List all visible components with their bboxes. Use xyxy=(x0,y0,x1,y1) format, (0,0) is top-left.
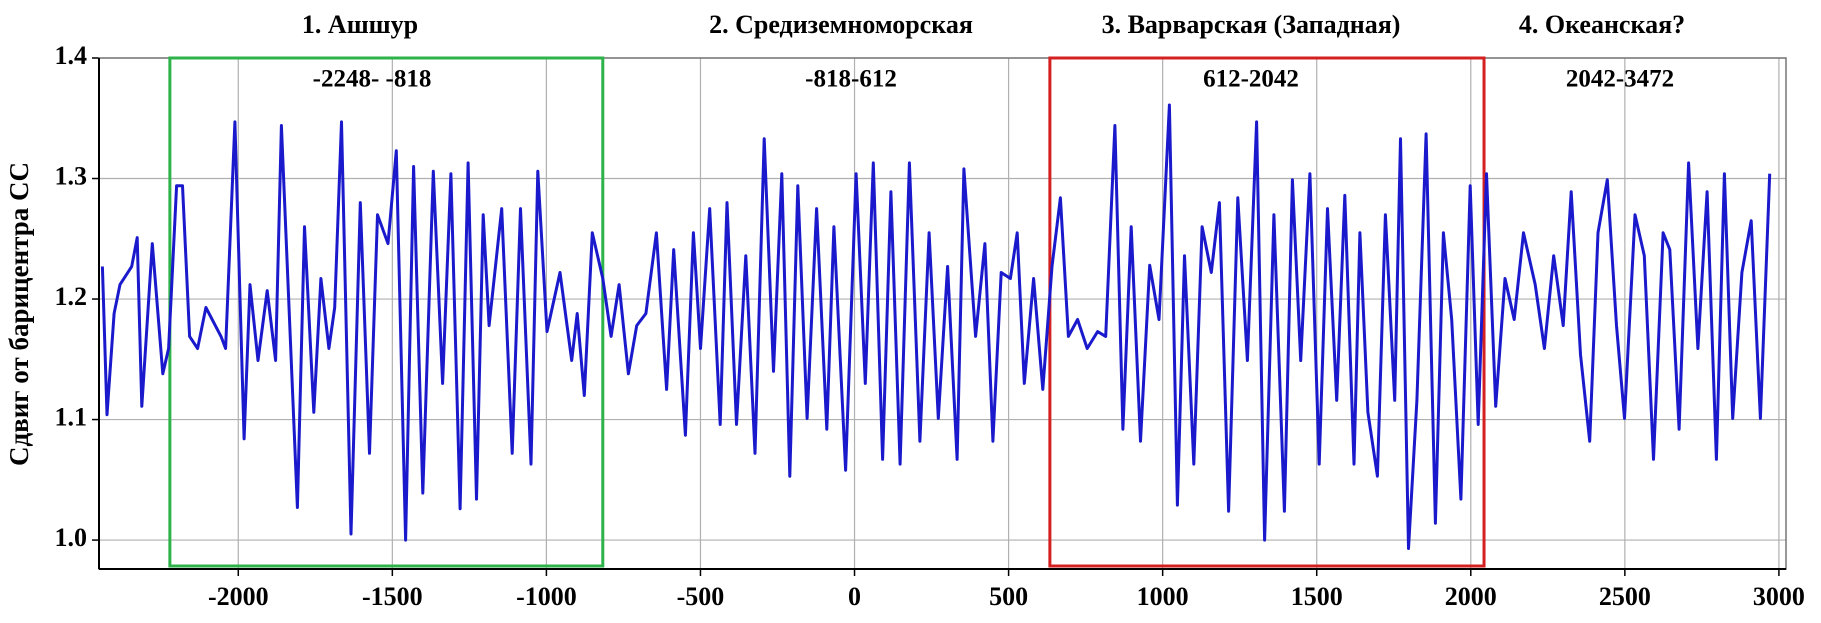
y-tick-label: 1.3 xyxy=(55,161,88,190)
x-tick-label: 2500 xyxy=(1599,582,1651,611)
x-tick-label: 2000 xyxy=(1445,582,1497,611)
section-title: 2. Средиземноморская xyxy=(709,10,973,39)
x-tick-label: -1500 xyxy=(362,582,423,611)
x-tick-label: 500 xyxy=(989,582,1028,611)
y-tick-label: 1.0 xyxy=(55,523,88,552)
data-line xyxy=(100,103,1772,550)
x-tick-label: -500 xyxy=(677,582,725,611)
x-tick-label: 1000 xyxy=(1137,582,1189,611)
y-axis-label: Сдвиг от барицентра СС xyxy=(4,162,34,466)
section-range: 612-2042 xyxy=(1203,66,1299,93)
section-title: 1. Ашшур xyxy=(302,10,418,39)
section-title: 4. Океанская? xyxy=(1519,10,1685,39)
section-range: -818-612 xyxy=(805,66,897,93)
x-tick-label: 0 xyxy=(848,582,861,611)
x-tick-label: 1500 xyxy=(1291,582,1343,611)
y-tick-label: 1.4 xyxy=(55,41,88,70)
section-range: 2042-3472 xyxy=(1566,66,1674,93)
y-tick-label: 1.2 xyxy=(55,282,88,311)
section-range: -2248- -818 xyxy=(313,66,432,93)
y-tick-label: 1.1 xyxy=(55,403,88,432)
x-tick-label: 3000 xyxy=(1753,582,1805,611)
section-title: 3. Варварская (Западная) xyxy=(1102,10,1401,39)
x-tick-label: -1000 xyxy=(516,582,577,611)
x-tick-label: -2000 xyxy=(208,582,269,611)
